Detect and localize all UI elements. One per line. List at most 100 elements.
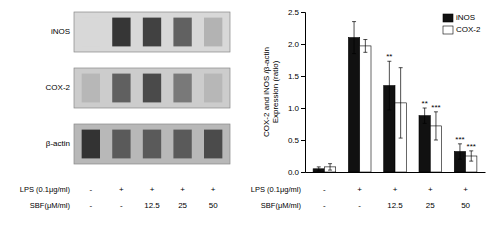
blot-bands [82,18,223,47]
y-tick-mark [301,12,305,13]
legend-item: iNOS [443,13,475,22]
category-row-label: SBF(μM/ml) [261,201,302,210]
error-bar [317,167,321,171]
category-label: + [211,185,216,194]
category-label: + [393,185,398,194]
significance: *** [467,142,476,151]
error-bar [363,40,367,53]
category-label: + [428,185,433,194]
significance: ** [422,99,428,108]
y-tick-label: 0.5 [288,136,300,145]
blot-band [112,18,130,47]
blot-band [143,130,161,159]
bar [348,38,359,172]
legend-item: COX-2 [443,25,481,34]
blot-band [173,74,191,103]
category-label: 12.5 [387,201,403,210]
category-label: + [180,185,185,194]
significance: ** [386,52,392,61]
category-label: 25 [178,201,187,210]
blot-band [82,18,100,47]
significance: *** [431,103,440,112]
legend: iNOS COX-2 [443,13,481,34]
error-bar [352,22,356,54]
category-label: - [89,201,92,210]
y-tick: 2.0 [288,40,305,49]
y-axis-line [301,13,306,173]
blot-row-label: COX-2 [46,83,71,92]
y-tick-label: 1.0 [288,104,300,113]
y-tick: 1.0 [288,104,305,113]
bar-series [313,22,465,172]
error-bar [328,164,332,170]
y-tick: 0.0 [288,168,305,177]
blot-band [112,130,130,159]
blot-panel: iNOS COX-2 β-actin LPS (0.1μg/ml) - + + + + SBF(μ… [20,12,230,210]
y-tick-mark [301,140,305,141]
y-axis-title-line: Expression (ratio) [271,60,280,123]
bar [419,116,430,172]
legend-label: iNOS [456,13,475,22]
category-label: - [120,201,123,210]
blot-row-label: β-actin [46,139,70,148]
error-bar [423,108,427,123]
y-tick-mark [301,108,305,109]
category-label: + [463,185,468,194]
blot-band [143,18,161,47]
error-bar [458,144,462,159]
y-tick-label: 1.5 [288,72,300,81]
blot-band [82,130,100,159]
category-label: + [357,185,362,194]
y-tick: 1.5 [288,72,305,81]
legend-swatch [443,14,453,22]
blot-bands [82,130,223,159]
y-tick-label: 0.0 [288,168,300,177]
y-axis-title: COX-2 and iNOS /β-actinExpression (ratio… [262,47,280,137]
x-axis-line [306,172,486,173]
y-tick-mark [301,44,305,45]
blot-background [74,68,230,108]
blot-bands [82,74,223,103]
blot-row-label: iNOS [51,27,70,36]
category-row-label: SBF(μM/ml) [30,201,71,210]
y-tick-label: 2.0 [288,40,300,49]
y-tick-mark [301,76,305,77]
blot-band [204,18,222,47]
blot-background [74,124,230,164]
category-row-label: LPS (0.1μg/ml) [251,185,302,194]
category-label: + [119,185,124,194]
figure: iNOS COX-2 β-actin LPS (0.1μg/ml) - + + + + SBF(μ… [0,0,495,235]
legend-label: COX-2 [456,25,481,34]
bar-series [324,40,476,172]
category-label: - [323,185,326,194]
bar [360,46,371,172]
category-label: 50 [461,201,470,210]
plot-area [313,22,477,172]
legend-swatch [443,26,453,34]
blot-band [143,74,161,103]
blot-band [204,130,222,159]
category-label: + [150,185,155,194]
blot-band [112,74,130,103]
category-label: - [323,201,326,210]
category-label: 50 [209,201,218,210]
blot-band [204,74,222,103]
category-label: 12.5 [144,201,160,210]
blot-band [82,74,100,103]
category-label: - [89,185,92,194]
error-bar [387,61,391,110]
y-axis-title-line: COX-2 and iNOS /β-actin [262,47,271,137]
significance: *** [455,135,464,144]
blot-band [173,130,191,159]
y-axis: 0.0 0.5 1.0 1.5 2.0 2.5 [288,8,306,177]
y-tick-mark [301,172,305,173]
error-bar [399,68,403,138]
bar-panel: 0.0 0.5 1.0 1.5 2.0 2.5 COX-2 and iNOS /β-acti… [251,8,486,210]
x-axis [306,172,486,173]
blot-background [74,12,230,52]
y-tick-label: 2.5 [288,8,300,17]
category-row-label: LPS (0.1μg/ml) [20,185,71,194]
error-bar [469,151,473,161]
category-label: - [358,201,361,210]
category-label: 25 [426,201,435,210]
